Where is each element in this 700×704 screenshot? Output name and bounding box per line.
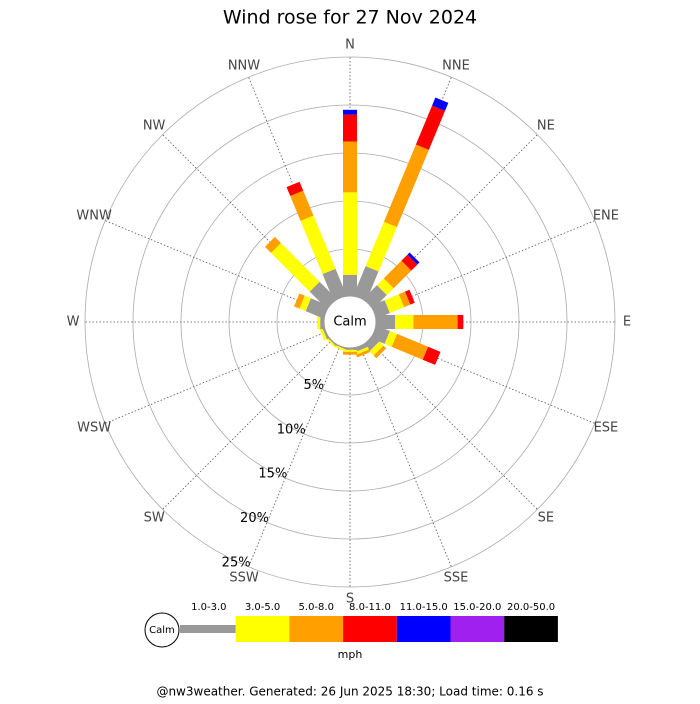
direction-label: NW [143,119,166,134]
wind-segment [415,105,446,150]
wind-segment [376,278,394,296]
legend-label: 5.0-8.0 [299,602,334,613]
direction-label: W [67,315,80,330]
wind-segment [356,349,371,358]
legend-swatch [235,616,290,642]
wind-segment [343,274,357,297]
wind-segment [286,181,304,197]
legend-label: 3.0-5.0 [245,602,280,613]
wind-segment [318,326,327,341]
wind-segment [271,243,320,292]
wind-segment [299,295,311,312]
spoke [105,220,328,313]
wind-segment [343,109,357,115]
wind-segment [407,252,420,265]
grid-ring [84,56,616,588]
legend-label: 15.0-20.0 [453,602,501,613]
legend-calm-label: Calm [149,625,175,636]
wind-segment [317,315,321,329]
wind-segment [354,346,369,355]
direction-label: ENE [593,208,619,223]
wind-segment [384,330,398,347]
wind-segment [343,349,357,352]
direction-label: S [346,592,354,607]
wind-segment [369,341,384,356]
footer: @nw3weather. Generated: 26 Jun 2025 18:3… [156,685,543,699]
calm-label: Calm [333,315,366,330]
direction-label: WSW [77,421,111,436]
wind-segment [343,192,357,275]
wind-segment [413,315,458,329]
wind-segment [383,260,412,289]
wind-segment [391,333,429,360]
direction-label: SSE [444,570,469,585]
wind-segment [401,254,418,271]
legend-calm-circle [144,612,180,648]
wind-segment [362,285,387,310]
legend-swatch [396,616,451,642]
wind-segment [305,298,330,319]
legend-swatch [343,616,397,642]
legend-label: 1.0-3.0 [191,602,226,613]
legend-swatch [504,616,558,642]
spoke [359,344,452,567]
spoke [367,339,538,510]
direction-label: NNE [442,59,470,74]
direction-label: WNW [76,208,112,223]
grid: 5% 10% 15% 20% 25% [84,56,616,588]
wind-segment [322,268,347,302]
r-tick-label: 10% [277,422,306,437]
direction-label: NNW [228,59,260,74]
wind-segment [422,346,441,365]
unit-label: mph [338,648,363,661]
direction-label: NE [537,119,555,134]
wind-segment [353,266,379,302]
direction-label: E [623,315,631,330]
wind-segment [290,190,314,221]
wind-segment [457,315,464,329]
spoke [105,331,328,424]
wind-segment [343,114,357,142]
wind-segment [365,221,397,272]
wind-segment [343,351,357,355]
legend-swatch [180,625,236,633]
wind-segment [398,291,411,308]
legend-swatch [450,616,505,642]
wind-segment [375,315,396,329]
r-tick-label: 15% [258,467,287,482]
direction-label: SW [144,510,165,525]
direction-label: N [345,38,355,53]
r-tick-label: 25% [222,555,251,570]
grid-ring [132,104,568,540]
wind-segment [432,97,449,111]
spoke [162,339,333,510]
calm-circle [324,296,376,348]
legend-swatch [289,616,344,642]
r-tick-label: 5% [303,378,324,393]
direction-label: ESE [594,421,619,436]
legend-label: 8.0-11.0 [349,602,391,613]
spoke [248,344,341,567]
wind-segment [395,315,414,329]
wind-segment [294,293,305,309]
chart-title: Wind rose for 27 Nov 2024 [223,7,477,29]
wind-segment [384,294,405,314]
wind-segment [370,300,390,319]
wind-segment [264,236,281,253]
wind-segment [373,345,387,359]
wind-segment [405,289,415,305]
r-tick-label: 20% [240,511,269,526]
direction-label: SE [538,510,554,525]
legend-label: 20.0-50.0 [507,602,555,613]
legend-label: 11.0-15.0 [400,602,448,613]
wind-segment [343,141,357,193]
wind-segment [383,144,429,228]
direction-label: SSW [229,570,259,585]
wind-segment [300,215,336,275]
wind-segment [309,281,338,310]
